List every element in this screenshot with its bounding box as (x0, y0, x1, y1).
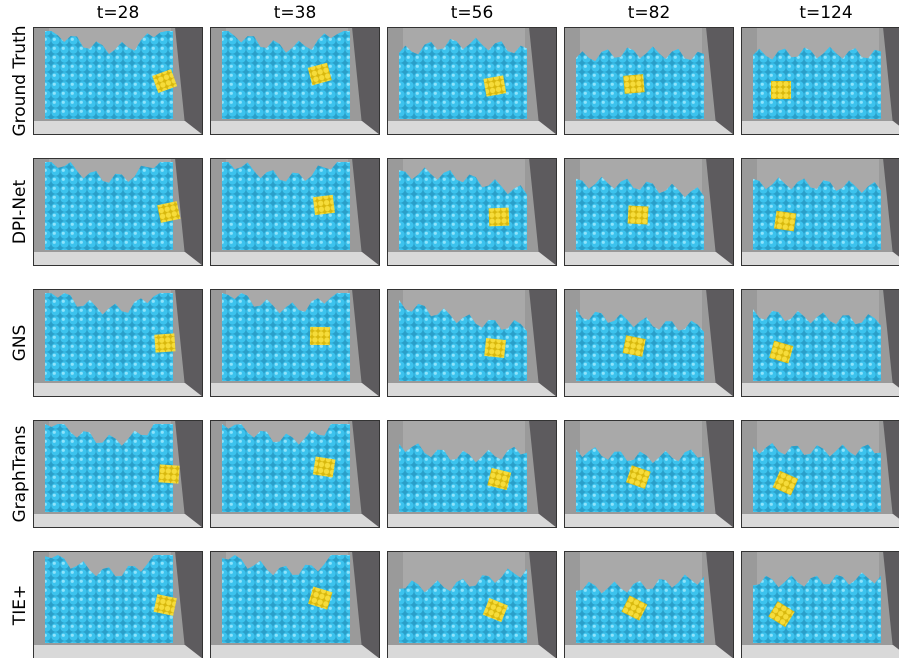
floor (33, 383, 203, 397)
floor (210, 252, 380, 266)
simulation-panel (387, 27, 557, 135)
simulation-panel (387, 420, 557, 528)
rigid-cube (771, 81, 791, 99)
column-header: t=82 (628, 3, 671, 23)
floor (33, 514, 203, 528)
figure: t=28 t=38 t=56 t=82 t=124 Ground Truth DPI-Net… (0, 0, 899, 658)
simulation-panel (387, 289, 557, 397)
floor (33, 121, 203, 135)
column-header: t=124 (799, 3, 852, 23)
floor (387, 121, 557, 135)
floor (741, 121, 899, 135)
rigid-cube (484, 338, 506, 358)
row-label: DPI-Net (10, 180, 30, 245)
floor (564, 514, 734, 528)
floor (741, 645, 899, 658)
floor (564, 121, 734, 135)
simulation-panel (564, 420, 734, 528)
floor (741, 383, 899, 397)
floor (387, 252, 557, 266)
simulation-panel (564, 158, 734, 266)
floor (564, 252, 734, 266)
simulation-panel (33, 289, 203, 397)
fluid (222, 555, 350, 643)
simulation-panel (741, 289, 899, 397)
fluid (753, 443, 881, 512)
simulation-panel (387, 551, 557, 658)
rigid-cube (483, 75, 506, 96)
floor (387, 514, 557, 528)
floor (33, 645, 203, 658)
floor (210, 121, 380, 135)
column-header: t=56 (451, 3, 494, 23)
simulation-panel (741, 551, 899, 658)
simulation-panel (33, 551, 203, 658)
row-label: GNS (10, 325, 30, 362)
rigid-cube (313, 457, 336, 478)
rigid-cube (313, 195, 335, 215)
floor (33, 252, 203, 266)
floor (564, 645, 734, 658)
floor (387, 383, 557, 397)
simulation-panel (210, 289, 380, 397)
simulation-panel (210, 551, 380, 658)
floor (387, 645, 557, 658)
rigid-cube (489, 208, 510, 227)
column-header: t=38 (274, 3, 317, 23)
simulation-panel (741, 420, 899, 528)
rigid-cube (774, 211, 796, 232)
fluid (753, 572, 881, 643)
floor (210, 383, 380, 397)
rigid-cube (628, 205, 649, 224)
floor (210, 645, 380, 658)
rigid-cube (154, 333, 175, 352)
fluid (45, 424, 173, 512)
floor (564, 383, 734, 397)
fluid (45, 555, 173, 643)
rigid-cube (623, 74, 644, 94)
floor (741, 514, 899, 528)
row-label: GraphTrans (10, 425, 30, 522)
simulation-panel (33, 27, 203, 135)
rigid-cube (158, 464, 179, 483)
row-label: TIE+ (10, 585, 30, 626)
simulation-panel (33, 420, 203, 528)
simulation-panel (210, 158, 380, 266)
simulation-panel (741, 158, 899, 266)
simulation-panel (564, 289, 734, 397)
simulation-panel (210, 27, 380, 135)
simulation-panel (564, 27, 734, 135)
simulation-panel (387, 158, 557, 266)
simulation-panel (33, 158, 203, 266)
simulation-panel (741, 27, 899, 135)
column-header: t=28 (97, 3, 140, 23)
floor (741, 252, 899, 266)
rigid-cube (310, 327, 330, 345)
floor (210, 514, 380, 528)
simulation-panel (210, 420, 380, 528)
simulation-panel (564, 551, 734, 658)
row-label: Ground Truth (10, 25, 30, 136)
rigid-cube (623, 335, 646, 356)
